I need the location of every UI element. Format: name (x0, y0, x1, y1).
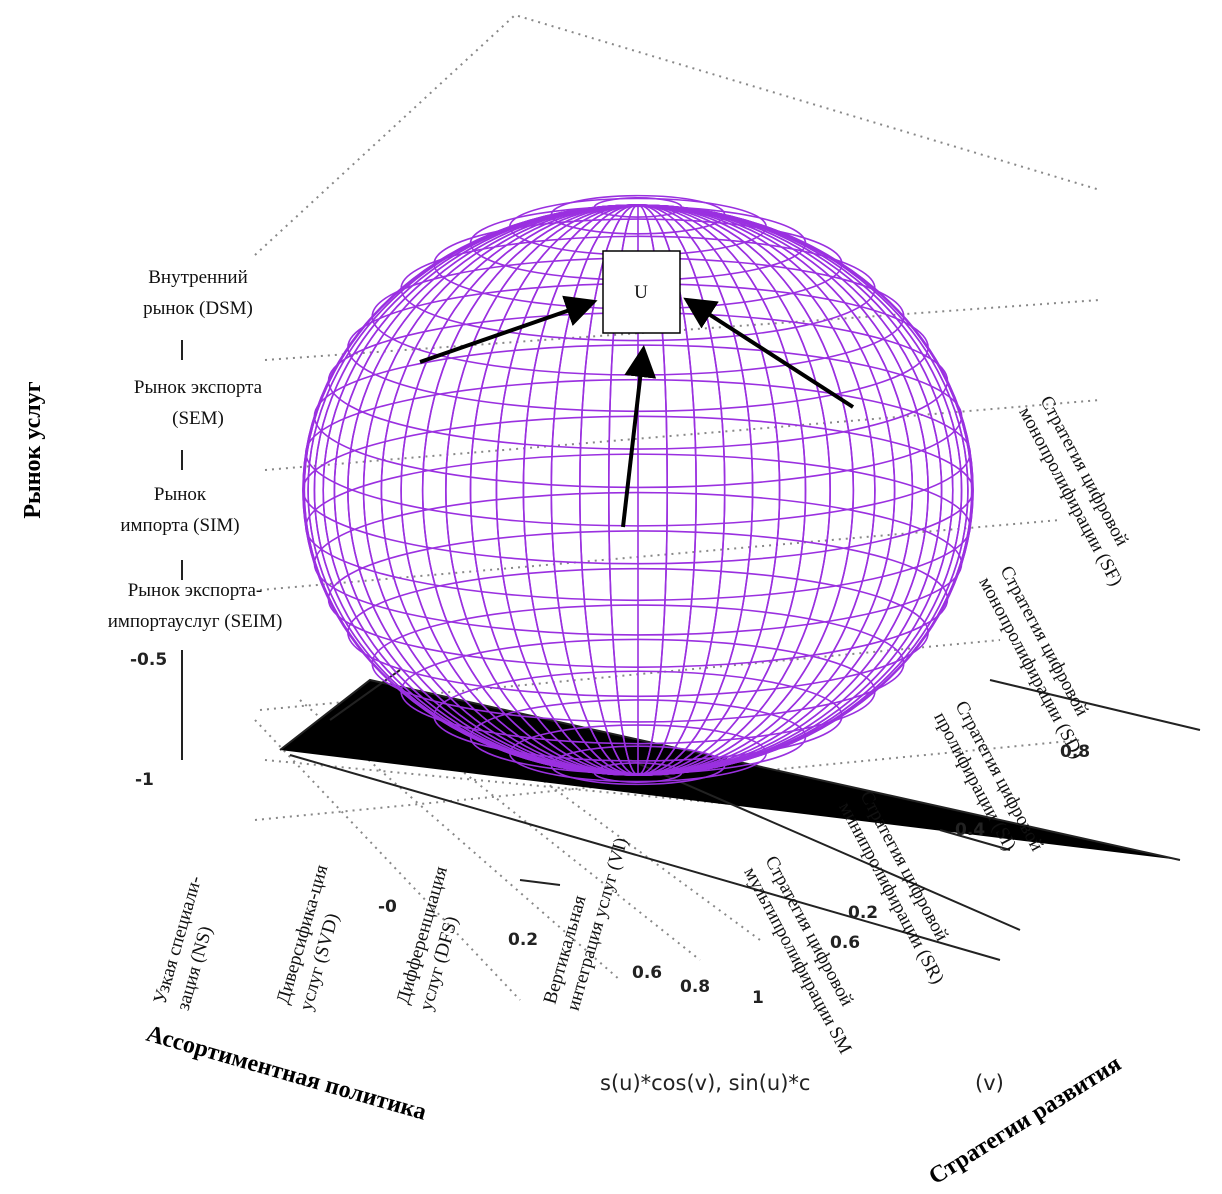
left-label: Узкая специали-зация (NS) (150, 874, 230, 1013)
parallel (305, 453, 971, 602)
vertical-label: Рынок экспорта (SEM) (134, 377, 263, 429)
parallel (550, 745, 726, 786)
tick-label: 0.6 (830, 933, 860, 953)
vertical-label: Рынок импорта (SIM) (120, 484, 239, 536)
parallel (550, 194, 726, 235)
right-label: Стратегия цифровоймонопролифирации (SF) (1014, 392, 1147, 589)
parallel (347, 567, 929, 698)
vertical-label: Рынок экспорта-импортауслуг (SEIM) (108, 580, 283, 632)
parallel (433, 670, 843, 762)
center-label: U (634, 282, 648, 303)
vertical-label: Внутренний рынок (DSM) (143, 267, 253, 319)
axis-title: Ассортиментная политика (143, 1021, 429, 1126)
parallel (313, 344, 963, 489)
tick-label: -1 (135, 770, 154, 790)
right-labels: Стратегия цифровоймонопролифирации (SF)С… (739, 392, 1147, 1057)
tick-label: 0.6 (632, 963, 662, 983)
tick-label: 0.8 (1060, 742, 1090, 762)
tick-label: -0.5 (130, 650, 167, 670)
plot-label: s(u)*cos(v), sin(u)*c (600, 1071, 810, 1095)
parallel (400, 638, 876, 745)
left-label: Диверсифика-цияуслуг (SVD) (273, 862, 356, 1013)
plot-label: (v) (975, 1071, 1004, 1095)
parallel (371, 604, 905, 723)
tick-label: 1 (752, 988, 764, 1008)
axes (181, 340, 1201, 961)
parallel (302, 415, 974, 565)
parallel (593, 762, 683, 783)
right-label: Стратегия цифровоймонопролифирации (SD) (974, 562, 1109, 762)
left-labels: Узкая специали-зация (NS) Диверсифика-ция… (150, 835, 633, 1013)
axis-title: Стратегии развития (924, 1051, 1125, 1190)
parallel (400, 235, 876, 342)
right-label: Стратегия цифровоймультипролифирации SM (739, 852, 877, 1057)
center-box (602, 250, 681, 334)
parallel (313, 491, 963, 636)
sphere (302, 194, 974, 786)
right-label: Стратегия цифровойпролифирации (SI) (929, 697, 1047, 865)
parallel (327, 530, 949, 668)
parallel (469, 699, 807, 775)
tick-label: 0.8 (680, 977, 710, 997)
tick-label: 0.2 (508, 930, 538, 950)
tick-label: -0 (378, 897, 397, 917)
arrows (419, 295, 855, 528)
tick-label: 0.2 (848, 903, 878, 923)
tick-label: 0.4 (955, 820, 985, 840)
axis-title: Рынок услуг (20, 381, 46, 518)
